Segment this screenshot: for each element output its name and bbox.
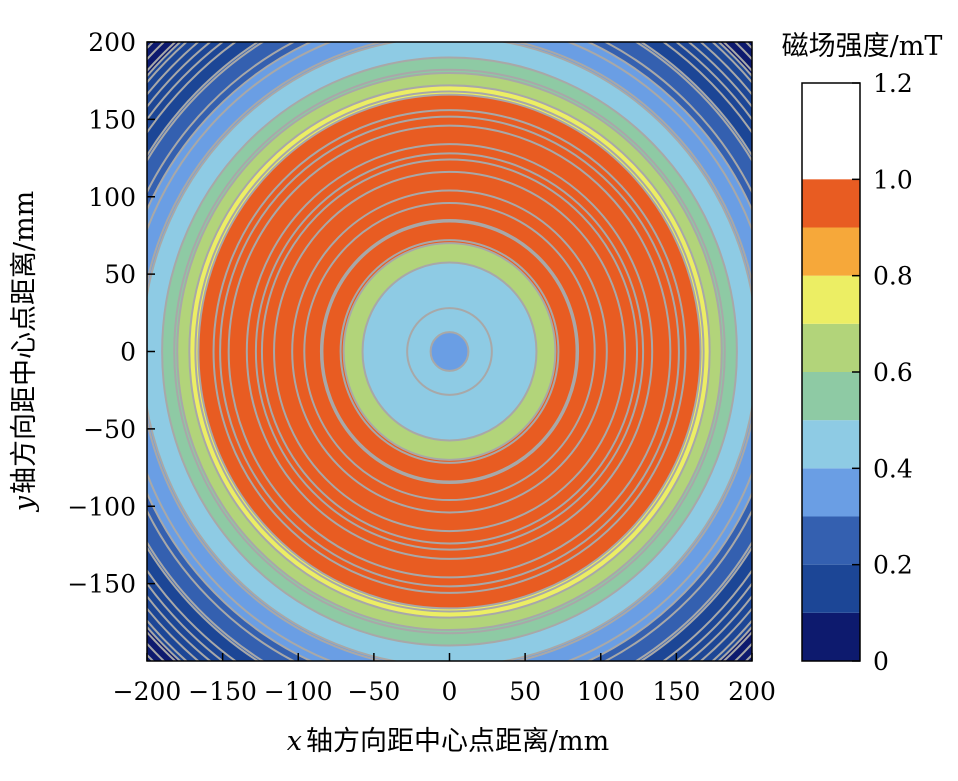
colorbar-swatch (802, 179, 860, 228)
colorbar-tick-label: 0.2 (873, 551, 913, 580)
colorbar-swatch (802, 468, 860, 517)
x-tick-label: 50 (509, 677, 541, 706)
contour-line (188, 84, 711, 619)
y-axis: −150 −100 −50 0 50 100 150 200 (67, 28, 155, 599)
contour-line (147, 42, 752, 661)
y-axis-title: y轴方向距中心点距离/mm (9, 191, 40, 513)
contour-line (176, 72, 723, 631)
y-tick-label: 200 (88, 28, 136, 57)
contour-line (194, 90, 705, 613)
y-tick-label: 150 (88, 105, 136, 134)
colorbar-swatch (802, 275, 860, 324)
contour-band (430, 332, 469, 371)
x-tick-label: −100 (264, 677, 333, 706)
contour-line (173, 68, 726, 635)
colorbar-tick-label: 0.4 (873, 454, 913, 483)
y-tick-label: 0 (120, 338, 136, 367)
contour-line (227, 124, 672, 579)
colorbar-tick-label: 1.2 (873, 69, 913, 98)
x-tick-label: 200 (728, 677, 776, 706)
colorbar-tick-label: 0.6 (873, 358, 913, 387)
contour-line (161, 56, 738, 647)
colorbar-swatches (802, 179, 860, 661)
contour-line (147, 42, 752, 661)
x-axis-title: x 轴方向距中心点距离/mm (287, 726, 610, 757)
colorbar-tick-label: 1.0 (873, 165, 913, 194)
colorbar-swatch (802, 516, 860, 565)
colorbar-swatch (802, 323, 860, 372)
contour-plot-area (146, 41, 753, 662)
colorbar-tick-label: 0 (873, 647, 889, 676)
contour-line (245, 143, 654, 560)
contour-line (147, 42, 752, 661)
y-axis-var: y (9, 495, 40, 512)
colorbar-swatch (802, 564, 860, 613)
colorbar-ticks: 0 0.2 0.4 0.6 0.8 1.0 1.2 (852, 69, 913, 676)
contour-line (147, 42, 752, 661)
x-tick-label: 0 (442, 677, 458, 706)
x-tick-label: 100 (577, 677, 625, 706)
contour-line (219, 115, 680, 588)
colorbar-tick-label: 0.8 (873, 262, 913, 291)
x-tick-label: 150 (653, 677, 701, 706)
y-tick-label: −50 (83, 415, 136, 444)
contour-line (212, 109, 687, 594)
contour-line (429, 331, 470, 372)
contour-line (319, 218, 580, 485)
x-axis: −200 −150 −100 −50 0 50 100 150 200 (113, 653, 776, 706)
contour-line (291, 189, 608, 514)
contour-line (273, 171, 626, 532)
contour-line (339, 239, 560, 464)
contour-line (321, 220, 578, 483)
contour-line (260, 158, 639, 545)
x-tick-label: −150 (188, 677, 257, 706)
y-tick-label: −100 (67, 492, 136, 521)
colorbar: 磁场强度/mT 0 0.2 0.4 0.6 0.8 1.0 1.2 (782, 31, 943, 676)
contour-line (254, 152, 645, 551)
colorbar-swatch (802, 420, 860, 469)
colorbar-title: 磁场强度/mT (782, 31, 943, 62)
x-axis-var: x (287, 726, 302, 757)
x-tick-label: −50 (347, 677, 400, 706)
colorbar-swatch (802, 372, 860, 421)
contour-line (303, 201, 596, 502)
contour-line (197, 93, 702, 610)
x-axis-text: 轴方向距中心点距离/mm (306, 726, 609, 757)
y-tick-label: 50 (104, 260, 136, 289)
contour-lines (147, 42, 752, 661)
contour-line (406, 307, 493, 396)
contour-line (361, 261, 538, 442)
y-tick-label: −150 (67, 570, 136, 599)
x-tick-label: −200 (113, 677, 182, 706)
colorbar-swatch (802, 227, 860, 276)
contour-line (342, 242, 557, 461)
y-axis-text: 轴方向距中心点距离/mm (9, 191, 40, 494)
colorbar-swatch (802, 612, 860, 661)
contour-line (147, 42, 752, 661)
y-tick-label: 100 (88, 183, 136, 212)
